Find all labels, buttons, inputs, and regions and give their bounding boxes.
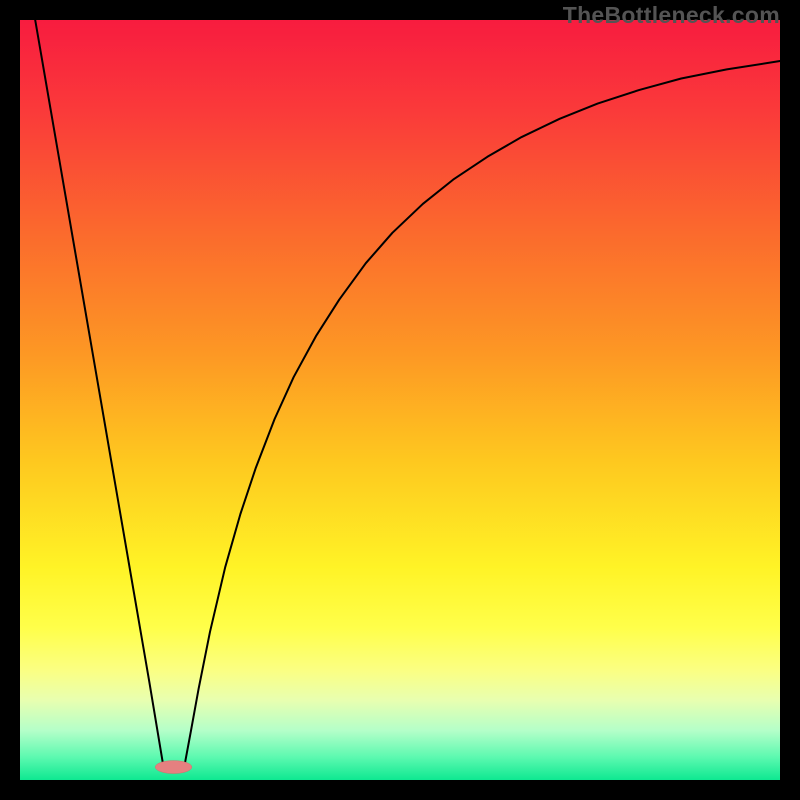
bottleneck-marker <box>155 761 191 774</box>
chart-container: TheBottleneck.com <box>0 0 800 800</box>
watermark-text: TheBottleneck.com <box>563 2 780 29</box>
bottleneck-chart <box>0 0 800 800</box>
gradient-background <box>20 20 780 780</box>
